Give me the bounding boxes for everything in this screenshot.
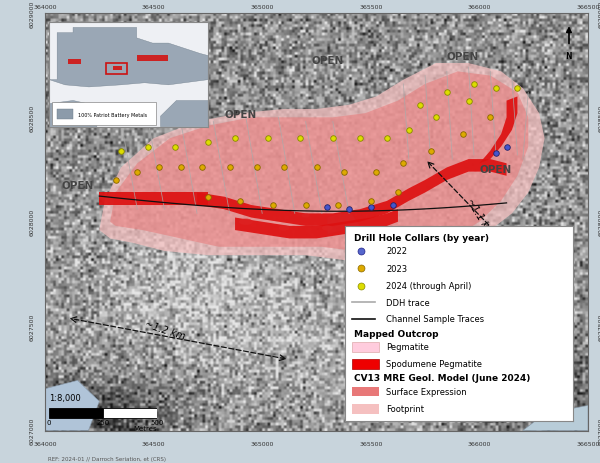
Polygon shape (235, 210, 398, 239)
Bar (113, 67, 122, 71)
Bar (68, 60, 81, 65)
Text: Metres: Metres (134, 425, 157, 431)
Bar (57, 110, 73, 120)
Text: Spodumene Pegmatite: Spodumene Pegmatite (386, 359, 482, 369)
Text: OPEN: OPEN (311, 56, 343, 66)
Text: 366000: 366000 (468, 5, 491, 10)
Text: Drill Hole Collars (by year): Drill Hole Collars (by year) (354, 234, 489, 243)
Text: 6027000: 6027000 (29, 417, 34, 444)
Text: Surface Expression: Surface Expression (386, 387, 467, 396)
Polygon shape (197, 160, 506, 226)
Text: 1:8,000: 1:8,000 (49, 394, 81, 402)
Text: 365500: 365500 (359, 441, 382, 446)
Bar (352, 342, 379, 352)
Ellipse shape (302, 214, 310, 218)
Text: 100% Patriot Battery Metals: 100% Patriot Battery Metals (78, 113, 147, 117)
Text: ~1.2 km: ~1.2 km (143, 319, 186, 341)
Text: 250: 250 (97, 419, 110, 425)
Bar (52, 102, 156, 125)
Text: 6027000: 6027000 (599, 417, 600, 444)
Text: 2022: 2022 (386, 247, 407, 256)
Bar (352, 360, 379, 369)
Text: 6028500: 6028500 (599, 105, 600, 131)
Text: CV13 MRE Geol. Model (June 2024): CV13 MRE Geol. Model (June 2024) (354, 373, 530, 382)
Text: 364000: 364000 (33, 441, 57, 446)
Polygon shape (328, 210, 360, 235)
Text: 6027500: 6027500 (599, 313, 600, 340)
Ellipse shape (239, 219, 253, 225)
Text: 366500: 366500 (577, 5, 599, 10)
Text: 365500: 365500 (359, 5, 382, 10)
Text: 366500: 366500 (577, 441, 599, 446)
Text: 6028000: 6028000 (29, 209, 34, 236)
Bar (106, 64, 127, 75)
Text: 6029000: 6029000 (29, 0, 34, 27)
Bar (352, 387, 379, 397)
Polygon shape (100, 64, 545, 264)
Polygon shape (523, 406, 588, 431)
Polygon shape (45, 381, 100, 431)
Text: 2023: 2023 (386, 264, 407, 273)
Text: ~1.1 km: ~1.1 km (464, 196, 495, 237)
Text: Pegmatite: Pegmatite (386, 342, 429, 351)
Text: 364500: 364500 (142, 5, 166, 10)
Polygon shape (100, 193, 208, 206)
Text: 500: 500 (151, 419, 164, 425)
Text: 365000: 365000 (251, 5, 274, 10)
Text: Channel Sample Traces: Channel Sample Traces (386, 315, 484, 324)
Text: OPEN: OPEN (447, 52, 479, 62)
Text: 366000: 366000 (468, 441, 491, 446)
Text: REF: 2024-01 // Darroch Seriation, et (CRS): REF: 2024-01 // Darroch Seriation, et (C… (48, 456, 166, 461)
Text: Mapped Outcrop: Mapped Outcrop (354, 329, 439, 338)
Text: 6028500: 6028500 (29, 105, 34, 131)
Text: 2024 (through April): 2024 (through April) (386, 282, 472, 291)
Text: N: N (566, 51, 572, 60)
Text: 365000: 365000 (251, 441, 274, 446)
Text: OPEN: OPEN (479, 164, 512, 174)
Polygon shape (161, 101, 208, 127)
Polygon shape (479, 97, 517, 164)
Ellipse shape (278, 226, 289, 231)
Text: OPEN: OPEN (224, 110, 257, 120)
Text: 6028000: 6028000 (599, 209, 600, 236)
Polygon shape (49, 101, 97, 127)
Text: 364000: 364000 (33, 5, 57, 10)
Polygon shape (110, 72, 528, 256)
Text: 364500: 364500 (142, 441, 166, 446)
Ellipse shape (322, 226, 333, 231)
Text: 6027500: 6027500 (29, 313, 34, 340)
Text: Footprint: Footprint (386, 404, 424, 413)
Text: OPEN: OPEN (61, 181, 94, 191)
Text: DDH trace: DDH trace (386, 298, 430, 307)
Text: 6029000: 6029000 (599, 0, 600, 27)
Bar (137, 56, 169, 62)
Bar (103, 408, 157, 418)
Polygon shape (49, 28, 208, 88)
Text: 0: 0 (47, 419, 52, 425)
Bar (352, 404, 379, 414)
Bar (49, 408, 103, 418)
